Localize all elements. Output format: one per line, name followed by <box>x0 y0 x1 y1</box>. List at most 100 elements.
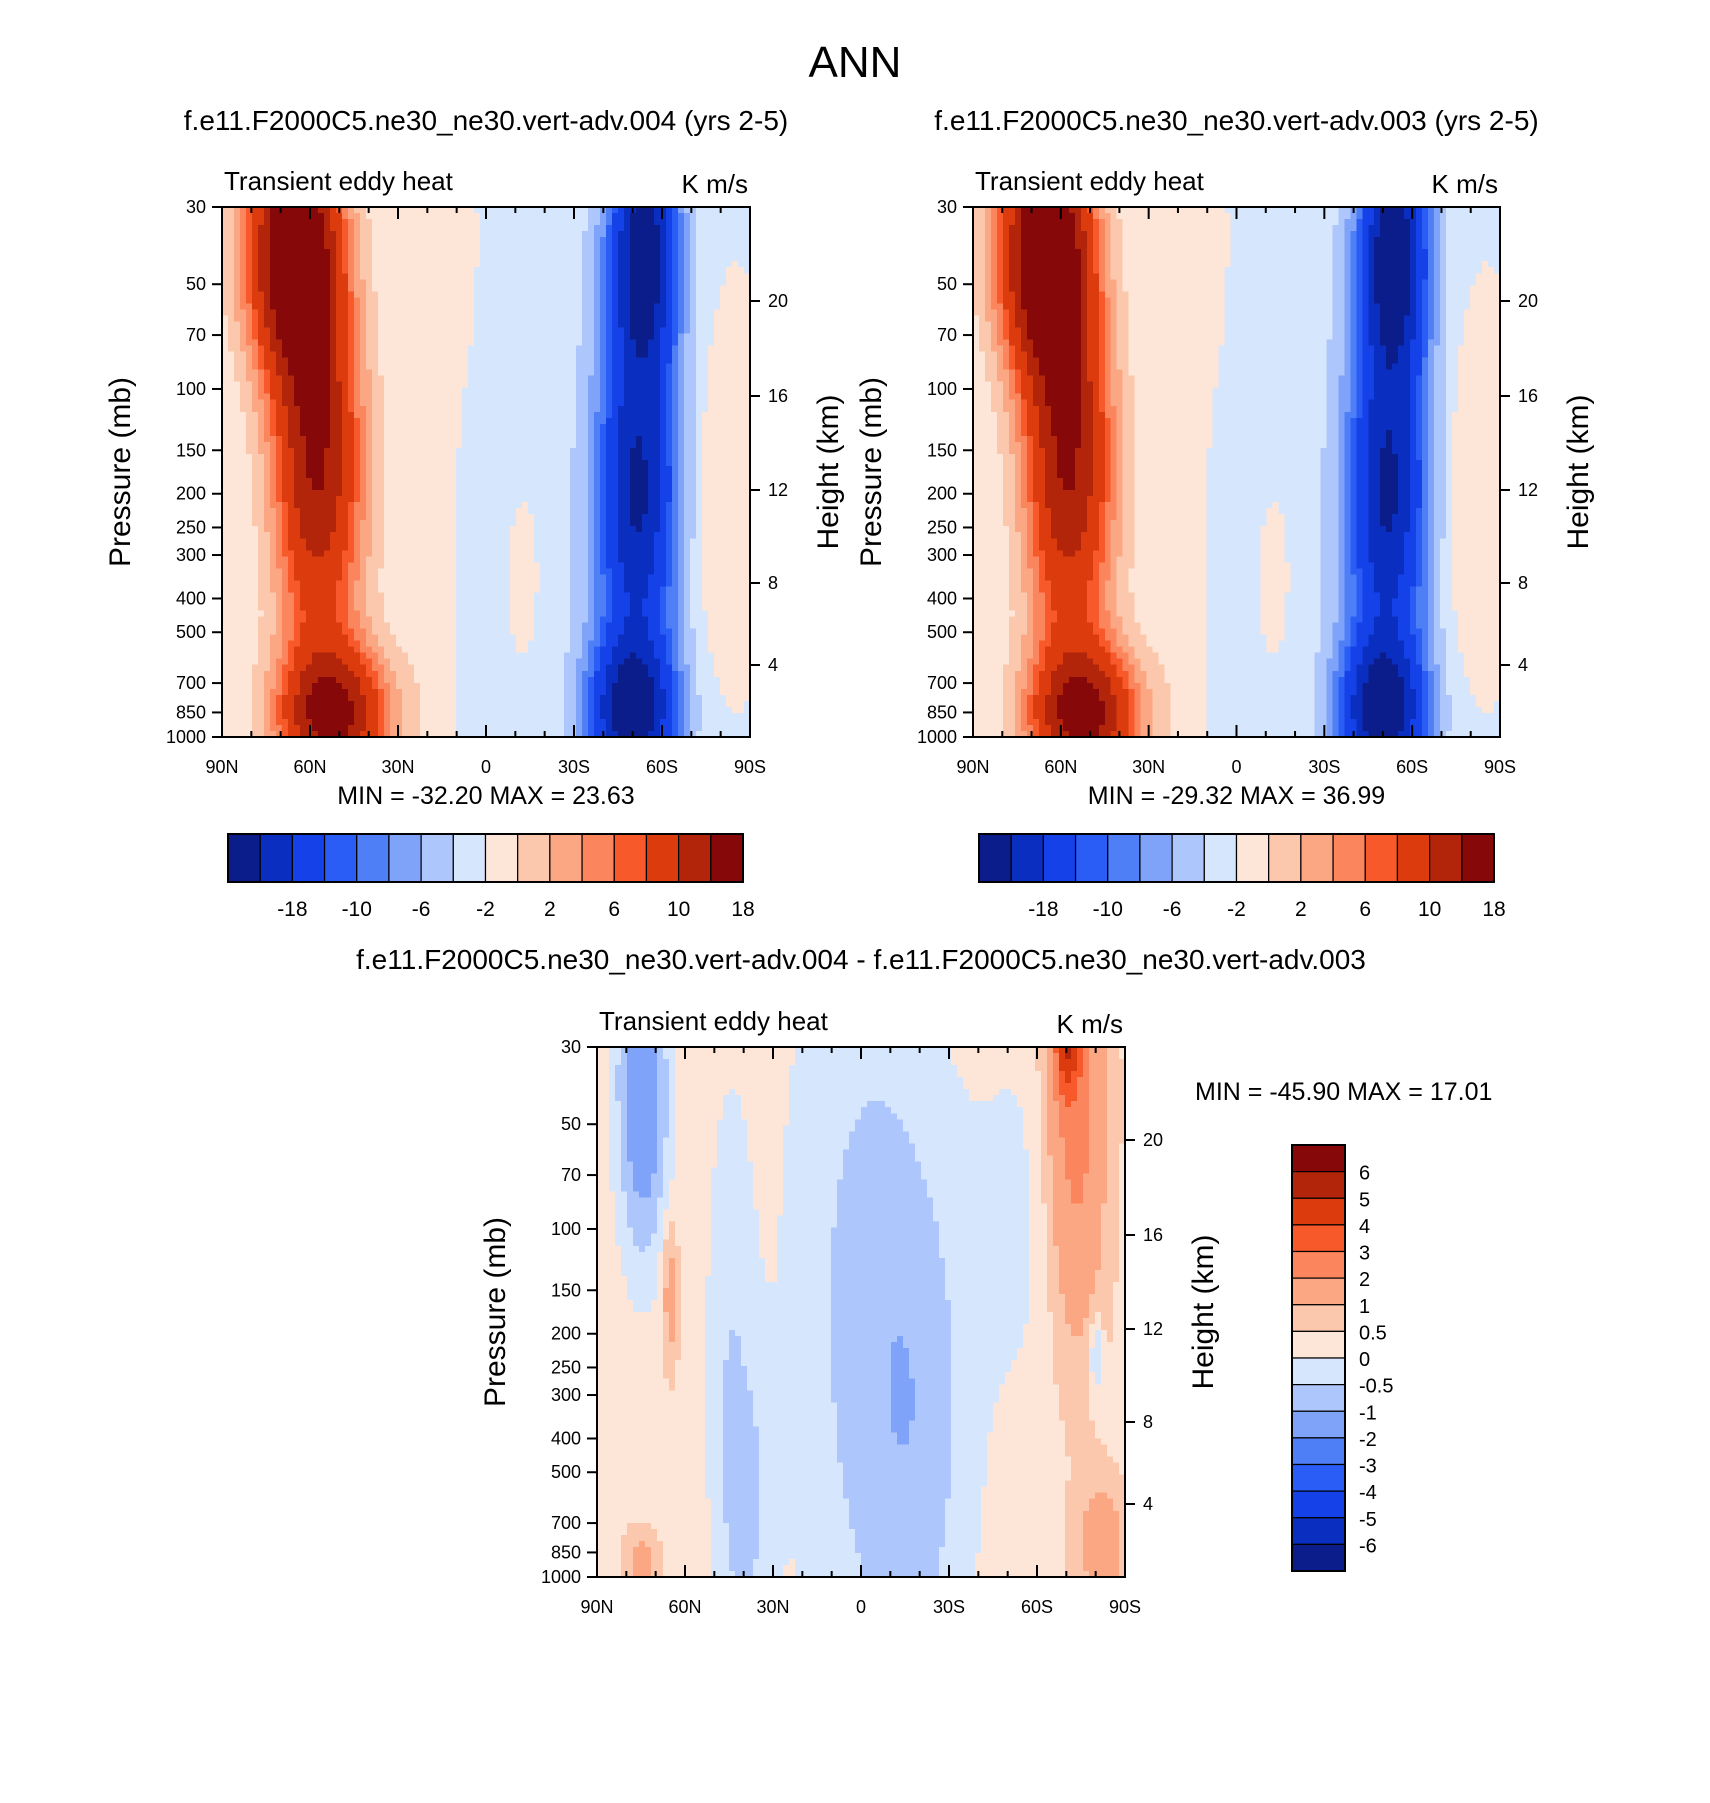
contour-cell <box>384 393 391 401</box>
contour-cell <box>492 207 499 214</box>
contour-cell <box>702 279 709 286</box>
contour-cell <box>258 423 265 431</box>
contour-cell <box>270 423 277 431</box>
contour-cell <box>330 333 337 341</box>
contour-cell <box>594 405 601 413</box>
contour-cell <box>606 339 613 347</box>
contour-cell <box>612 243 619 250</box>
contour-cell <box>702 273 709 280</box>
contour-cell <box>486 502 493 509</box>
contour-cell <box>540 478 547 485</box>
contour-cell <box>576 267 583 274</box>
contour-cell <box>600 453 607 461</box>
contour-cell <box>588 375 595 383</box>
contour-cell <box>486 429 493 437</box>
contour-cell <box>528 459 535 467</box>
contour-cell <box>678 207 685 214</box>
contour-cell <box>282 502 289 509</box>
contour-cell <box>480 532 487 539</box>
contour-cell <box>660 243 667 250</box>
contour-cell <box>660 484 667 491</box>
contour-cell <box>624 459 631 467</box>
contour-cell <box>450 465 457 473</box>
contour-cell <box>588 399 595 407</box>
contour-cell <box>408 231 415 238</box>
contour-cell <box>372 472 379 479</box>
contour-cell <box>432 297 439 304</box>
contour-cell <box>288 357 295 365</box>
contour-cell <box>456 453 463 461</box>
contour-cell <box>624 490 631 497</box>
contour-cell <box>420 261 427 268</box>
contour-cell <box>624 267 631 274</box>
contour-cell <box>576 453 583 461</box>
contour-cell <box>546 207 553 214</box>
contour-cell <box>450 249 457 256</box>
contour-cell <box>504 339 511 347</box>
contour-cell <box>648 273 655 280</box>
contour-cell <box>690 526 697 533</box>
contour-cell <box>270 484 277 491</box>
contour-cell <box>648 243 655 250</box>
contour-cell <box>672 423 679 431</box>
contour-cell <box>222 339 229 347</box>
contour-cell <box>330 375 337 383</box>
contour-cell <box>432 357 439 365</box>
contour-cell <box>426 327 433 335</box>
contour-cell <box>240 496 247 503</box>
contour-cell <box>222 532 229 539</box>
contour-cell <box>228 369 235 377</box>
contour-cell <box>426 526 433 533</box>
contour-cell <box>312 435 319 443</box>
contour-cell <box>366 219 373 226</box>
contour-cell <box>618 327 625 335</box>
contour-cell <box>444 435 451 443</box>
contour-cell <box>408 526 415 533</box>
contour-cell <box>240 291 247 298</box>
contour-cell <box>552 267 559 274</box>
contour-cell <box>462 207 469 214</box>
contour-cell <box>234 465 241 473</box>
contour-cell <box>258 508 265 515</box>
contour-cell <box>600 213 607 220</box>
contour-cell <box>426 357 433 365</box>
contour-cell <box>306 423 313 431</box>
contour-cell <box>246 291 253 298</box>
contour-cell <box>666 441 673 449</box>
contour-cell <box>558 423 565 431</box>
contour-cell <box>738 225 745 232</box>
contour-cell <box>636 243 643 250</box>
contour-cell <box>414 225 421 232</box>
contour-cell <box>588 213 595 220</box>
contour-cell <box>666 484 673 491</box>
contour-cell <box>588 453 595 461</box>
contour-cell <box>690 447 697 455</box>
contour-cell <box>606 532 613 539</box>
contour-cell <box>372 225 379 232</box>
contour-cell <box>708 423 715 431</box>
contour-cell <box>516 363 523 371</box>
contour-cell <box>444 399 451 407</box>
contour-cell <box>282 207 289 214</box>
contour-cell <box>624 532 631 539</box>
contour-cell <box>246 514 253 521</box>
contour-cell <box>408 508 415 515</box>
contour-cell <box>684 520 691 527</box>
contour-cell <box>462 369 469 377</box>
contour-cell <box>414 423 421 431</box>
contour-cell <box>510 520 517 527</box>
contour-cell <box>612 508 619 515</box>
contour-cell <box>744 484 751 491</box>
contour-cell <box>312 441 319 449</box>
contour-cell <box>312 231 319 238</box>
contour-cell <box>462 237 469 244</box>
contour-cell <box>468 261 475 268</box>
contour-cell <box>264 429 271 437</box>
contour-cell <box>504 472 511 479</box>
contour-cell <box>702 496 709 503</box>
contour-cell <box>282 478 289 485</box>
contour-cell <box>744 399 751 407</box>
contour-cell <box>474 369 481 377</box>
contour-cell <box>462 363 469 371</box>
contour-cell <box>522 297 529 304</box>
